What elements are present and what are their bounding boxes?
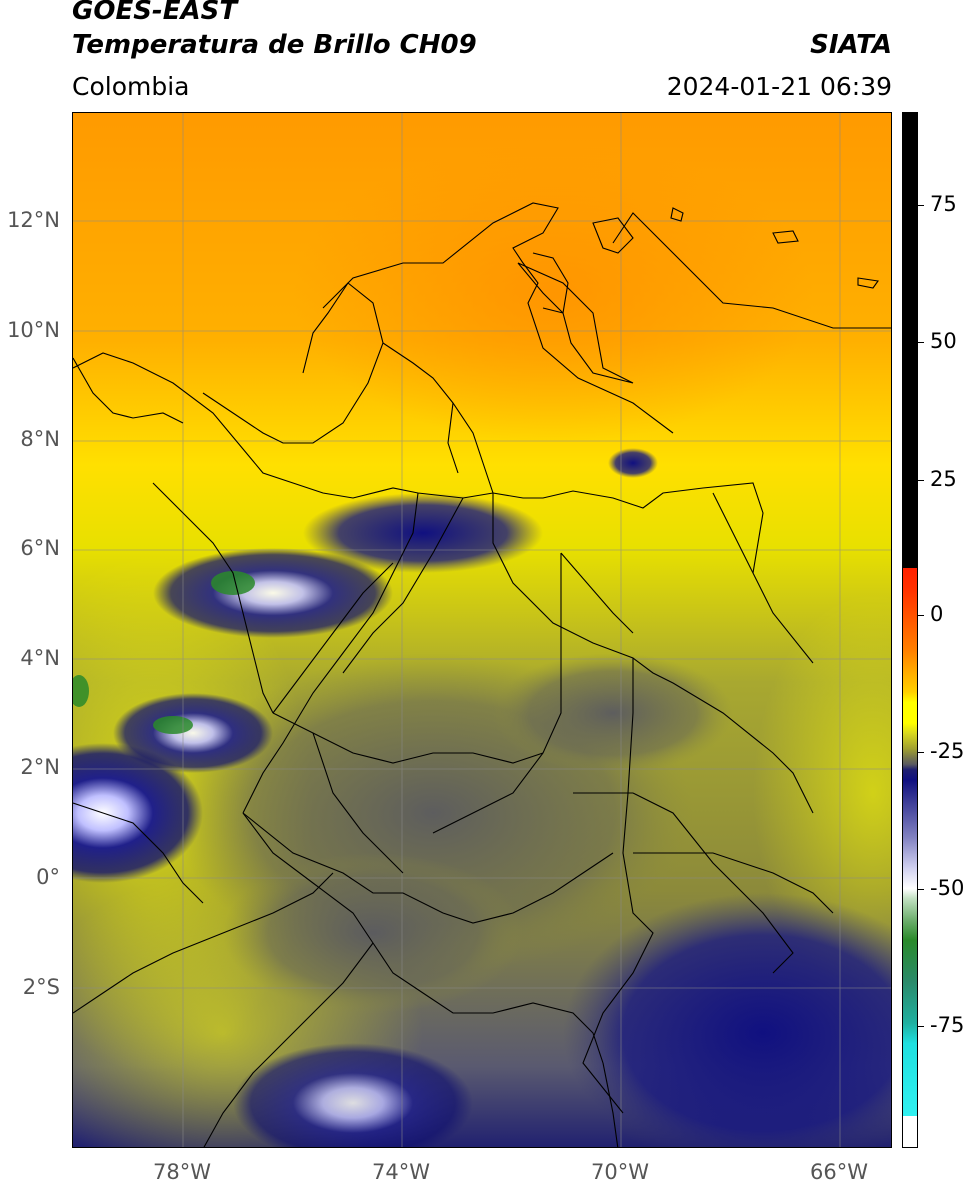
lat-label-4n: 4°N: [20, 646, 60, 670]
cb-tick-mark: [918, 205, 924, 206]
lon-label-74w: 74°W: [372, 1160, 430, 1184]
cb-label-25: 25: [930, 467, 957, 491]
lon-label-66w: 66°W: [810, 1160, 868, 1184]
cb-label-minus25: -25: [930, 739, 965, 763]
lat-label-2s: 2°S: [22, 975, 60, 999]
lat-label-6n: 6°N: [20, 536, 60, 560]
brand-label: SIATA: [810, 30, 892, 60]
region-label: Colombia: [72, 72, 190, 101]
cb-label-0: 0: [930, 602, 944, 626]
cb-label-minus50: -50: [930, 876, 965, 900]
lat-label-12n: 12°N: [7, 208, 60, 232]
lon-label-78w: 78°W: [153, 1160, 211, 1184]
satellite-map: [72, 112, 892, 1148]
datetime-label: 2024-01-21 06:39: [666, 72, 892, 101]
borders: [73, 202, 891, 1147]
lon-label-70w: 70°W: [591, 1160, 649, 1184]
cb-label-minus75: -75: [930, 1013, 965, 1037]
lat-label-10n: 10°N: [7, 318, 60, 342]
product-title: Temperatura de Brillo CH09: [72, 30, 477, 60]
cb-tick-mark: [918, 615, 924, 616]
cb-label-75: 75: [930, 192, 957, 216]
cb-label-50: 50: [930, 329, 957, 353]
satellite-title: GOES-EAST: [72, 0, 238, 26]
cb-tick-mark: [918, 480, 924, 481]
map-svg: [73, 113, 891, 1147]
graticule: [73, 113, 891, 1147]
lat-label-2n: 2°N: [20, 755, 60, 779]
colorbar: [902, 112, 918, 1148]
lat-label-0: 0°: [36, 865, 60, 889]
cb-tick-mark: [918, 889, 924, 890]
cb-tick-mark: [918, 752, 924, 753]
lat-label-8n: 8°N: [20, 427, 60, 451]
cb-tick-mark: [918, 342, 924, 343]
cb-tick-mark: [918, 1026, 924, 1027]
